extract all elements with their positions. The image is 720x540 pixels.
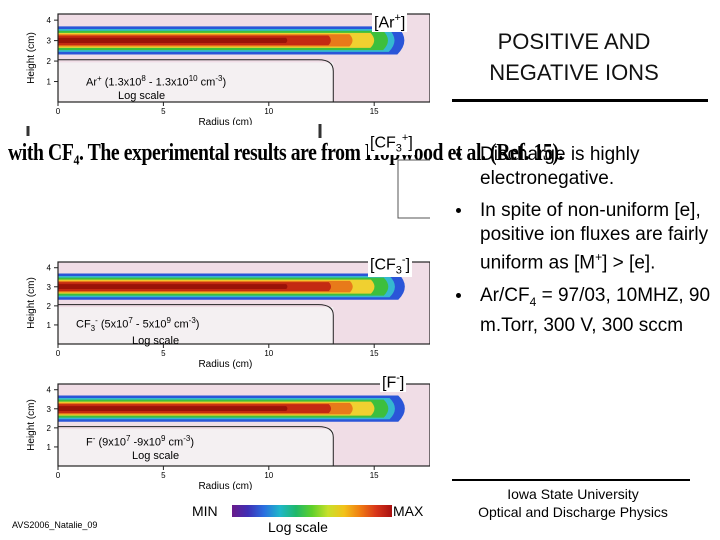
x-tick-label: 10 — [264, 471, 273, 480]
x-tick-label: 15 — [370, 107, 379, 116]
x-tick-label: 5 — [161, 349, 166, 358]
footer-affiliation: Iowa State University Optical and Discha… — [440, 485, 706, 521]
bullet-item: Discharge is highly electronegative. — [454, 143, 712, 190]
colorbar-max-label: MAX — [393, 503, 424, 519]
x-tick-label: 10 — [264, 107, 273, 116]
bullet-dot-icon — [456, 152, 461, 157]
substrate-region — [58, 429, 334, 466]
plot-f-minus: 0 5 10 15 1 2 3 4 Radius (cm) Height (cm) — [20, 370, 430, 490]
x-tick-label: 5 — [161, 471, 166, 480]
y-tick-label: 3 — [47, 37, 52, 46]
x-tick-label: 15 — [370, 349, 379, 358]
inset-f-minus: F- (9x107 -9x109 cm-3) Log scale — [86, 434, 194, 462]
bullet-dot-icon — [456, 292, 461, 298]
y-tick-label: 1 — [47, 78, 52, 87]
substrate-outline — [58, 304, 334, 344]
title-line-2: NEGATIVE IONS — [489, 60, 659, 85]
footer-university: Iowa State University — [507, 486, 639, 502]
x-axis-label: Radius (cm) — [198, 481, 252, 490]
species-label-cf3-plus: [CF3+] — [368, 132, 415, 155]
bullet-dot-icon — [456, 208, 461, 213]
slide-code: AVS2006_Natalie_09 — [12, 520, 98, 530]
plot-frame — [57, 383, 430, 467]
plot-frame — [57, 13, 430, 103]
species-label-cf3-minus: [CF3-] — [368, 254, 413, 277]
title-line-1: POSITIVE AND — [497, 29, 651, 54]
slide-title: POSITIVE AND NEGATIVE IONS — [440, 26, 708, 88]
y-tick-label: 4 — [47, 386, 52, 395]
inset-cf3-minus: CF3- (5x107 - 5x109 cm-3) Log scale — [76, 316, 200, 347]
x-tick-label: 0 — [56, 471, 61, 480]
plot-frame — [57, 261, 430, 345]
y-tick-label: 3 — [47, 283, 52, 292]
plasma-band — [58, 284, 288, 290]
plot-frame-fragment — [397, 159, 430, 219]
x-tick-label: 0 — [56, 349, 61, 358]
y-tick-label: 4 — [47, 16, 52, 25]
substrate-outline — [58, 426, 334, 466]
footer-group: Optical and Discharge Physics — [478, 504, 668, 520]
y-tick-label: 1 — [47, 321, 52, 330]
x-tick-label: 10 — [264, 349, 273, 358]
inset-ar-plus: Ar+ (1.3x108 - 1.3x1010 cm-3) Log scale — [86, 74, 227, 102]
x-axis-label: Radius (cm) — [198, 117, 252, 125]
bullet-item: Ar/CF4 = 97/03, 10MHZ, 90 m.Torr, 300 V,… — [454, 284, 712, 338]
species-label-ar-plus: [Ar+] — [372, 12, 408, 33]
x-tick-label: 5 — [161, 107, 166, 116]
colorbar-min-label: MIN — [192, 503, 218, 519]
species-label-f-minus: [F-] — [380, 372, 407, 393]
y-tick-label: 3 — [47, 405, 52, 414]
x-tick-label: 15 — [370, 471, 379, 480]
colorbar-scale-label: Log scale — [268, 519, 328, 535]
y-tick-label: 2 — [47, 302, 52, 311]
substrate-region — [58, 62, 334, 102]
footer-rule — [452, 479, 690, 481]
plasma-band — [58, 37, 288, 44]
x-tick-label: 0 — [56, 107, 61, 116]
substrate-outline — [58, 59, 334, 102]
x-axis-label: Radius (cm) — [198, 359, 252, 370]
colorbar — [232, 505, 392, 517]
substrate-region — [58, 307, 334, 344]
y-tick-label: 4 — [47, 264, 52, 273]
plot-cf3-plus — [20, 120, 430, 230]
plasma-band — [58, 406, 288, 412]
y-tick-label: 2 — [47, 57, 52, 66]
title-rule — [452, 99, 708, 102]
y-axis-label: Height (cm) — [26, 277, 37, 329]
bullet-item: In spite of non-uniform [e], positive io… — [454, 199, 712, 275]
y-axis-label: Height (cm) — [26, 399, 37, 451]
y-tick-label: 2 — [47, 424, 52, 433]
y-tick-label: 1 — [47, 443, 52, 452]
y-axis-label: Height (cm) — [26, 32, 37, 84]
scanned-caption: with CF₄. The experimental results are f… — [8, 140, 563, 166]
plot-ar-plus: 0 5 10 15 1 2 3 4 Radius (cm) Height (cm) — [20, 0, 430, 125]
bullet-list: Discharge is highly electronegative. In … — [454, 143, 712, 347]
